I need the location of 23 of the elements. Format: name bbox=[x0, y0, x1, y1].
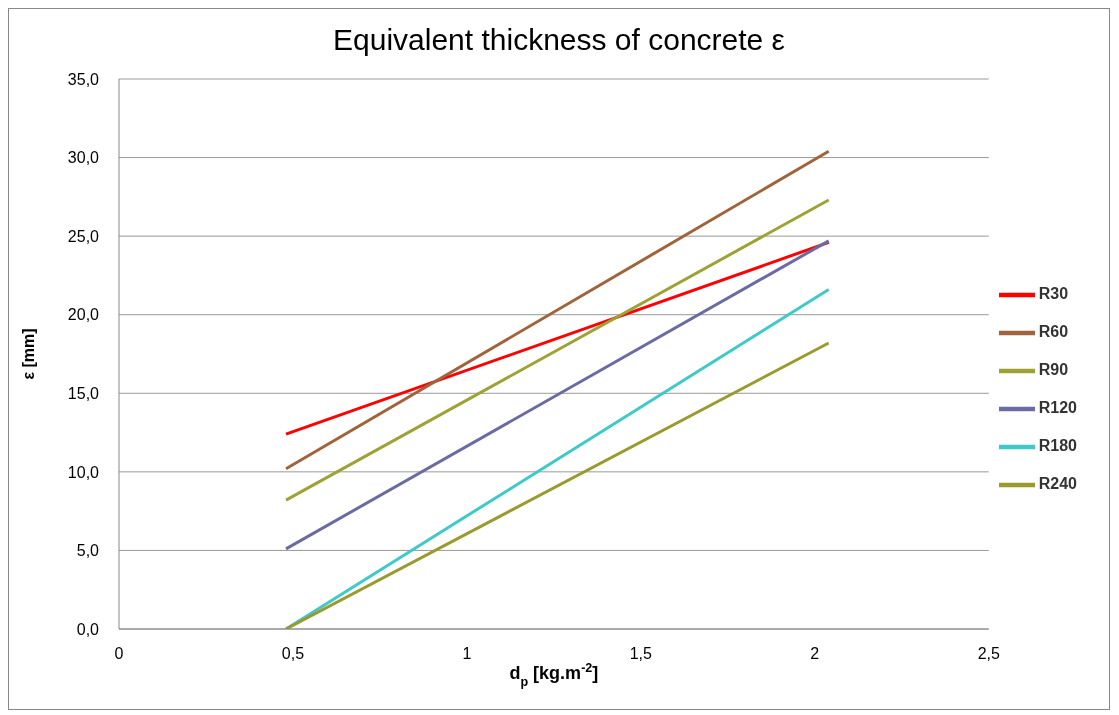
legend-label: R120 bbox=[1038, 399, 1077, 416]
legend-label: R240 bbox=[1038, 475, 1077, 492]
chart-title: Equivalent thickness of concrete ε bbox=[332, 23, 786, 58]
legend-label: R30 bbox=[1038, 285, 1069, 302]
x-tick-label: 1,5 bbox=[629, 645, 653, 662]
legend-label: R180 bbox=[1038, 437, 1077, 454]
y-tick-label: 5,0 bbox=[76, 542, 100, 560]
x-tick-label: 1 bbox=[462, 645, 472, 662]
legend-label: R90 bbox=[1038, 361, 1069, 378]
y-tick-label: 30,0 bbox=[67, 149, 100, 167]
legend-label: R60 bbox=[1038, 323, 1069, 340]
x-axis-title: d$_{p}$ [kg.m$^{-2}$] bbox=[509, 661, 599, 689]
y-axis-title: ε [mm] bbox=[20, 328, 37, 380]
x-tick-label: 0,5 bbox=[281, 645, 305, 662]
x-tick-label: 0 bbox=[114, 645, 124, 662]
y-tick-label: 20,0 bbox=[67, 306, 100, 324]
x-tick-label: 2,5 bbox=[977, 645, 1000, 662]
y-tick-label: 10,0 bbox=[67, 463, 100, 481]
y-tick-label: 35,0 bbox=[67, 70, 100, 88]
y-tick-label: 25,0 bbox=[67, 227, 100, 245]
y-tick-label: 15,0 bbox=[67, 384, 100, 402]
x-tick-label: 2 bbox=[810, 645, 820, 662]
y-tick-label: 0,0 bbox=[76, 620, 100, 638]
